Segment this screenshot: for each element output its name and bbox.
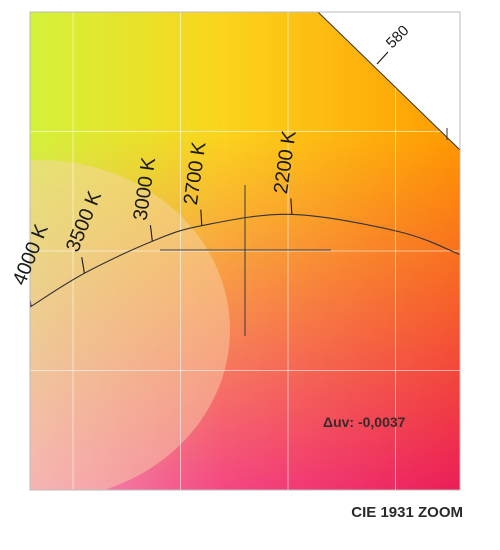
chart-title: CIE 1931 ZOOM bbox=[351, 504, 463, 521]
cct-tick bbox=[149, 225, 153, 242]
measurement-crosshair bbox=[160, 185, 331, 336]
plot-area bbox=[30, 12, 460, 490]
outside-spectral-locus bbox=[317, 12, 460, 151]
wavelength-tick bbox=[376, 51, 389, 65]
duv-label: Δuv: -0,0037 bbox=[323, 414, 406, 430]
background-glow bbox=[30, 160, 230, 490]
cct-tick bbox=[290, 198, 293, 215]
cct-tick bbox=[200, 209, 203, 226]
plot-frame bbox=[29, 11, 461, 491]
planckian-locus-group bbox=[30, 198, 460, 308]
planckian-locus-line bbox=[30, 213, 460, 308]
cct-tick bbox=[30, 296, 32, 307]
cct-tick bbox=[81, 257, 85, 274]
